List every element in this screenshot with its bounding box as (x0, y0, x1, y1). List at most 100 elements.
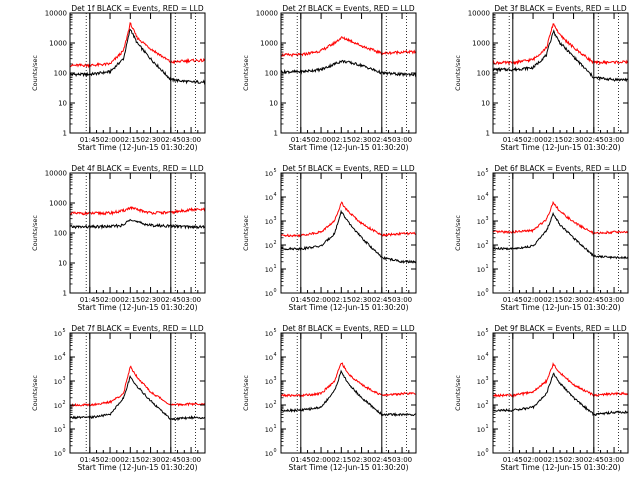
events-line-det-5 (281, 209, 416, 264)
x-tick-label: 02:15 (120, 456, 140, 464)
y-tick-label: 10 (481, 100, 490, 108)
y-tick-label: 10 (477, 194, 485, 202)
y-tick-label: 10 (477, 218, 485, 226)
lld-line-det-1 (70, 22, 205, 69)
y-axis-label: Counts/sec (242, 55, 250, 91)
x-tick-label: 02:45 (372, 456, 392, 464)
x-tick-label: 02:00 (100, 296, 120, 304)
y-tick-label: 1 (63, 290, 67, 298)
x-axis-label: Start Time (12-Jun-15 01:30:20) (501, 463, 621, 472)
events-line-det-1 (70, 28, 205, 85)
y-tick-label: 10 (477, 290, 485, 298)
y-tick-label: 10 (58, 100, 67, 108)
y-tick-label: 10 (477, 354, 485, 362)
panel-title: Det 2f BLACK = Events, RED = LLD (282, 4, 415, 13)
x-axis-label: Start Time (12-Jun-15 01:30:20) (501, 303, 621, 312)
x-tick-label: 03:00 (181, 296, 201, 304)
events-line-det-2 (281, 59, 416, 78)
x-tick-label: 03:00 (604, 296, 624, 304)
y-tick-label: 10000 (45, 10, 67, 18)
y-axis-label: Counts/sec (31, 55, 39, 91)
y-tick-label: 1000 (260, 40, 278, 48)
lld-line-det-4 (70, 206, 205, 216)
lld-line-det-3 (493, 23, 628, 66)
x-tick-label: 03:00 (604, 456, 624, 464)
x-tick-label: 02:15 (120, 136, 140, 144)
y-tick-exponent: 2 (63, 400, 66, 406)
y-axis-label: Counts/sec (242, 375, 250, 411)
y-tick-label: 10 (265, 218, 273, 226)
y-tick-exponent: 0 (486, 288, 489, 294)
y-tick-label: 10 (477, 266, 485, 274)
y-tick-label: 10 (265, 450, 273, 458)
y-tick-label: 1000 (49, 200, 67, 208)
y-tick-label: 10 (265, 426, 273, 434)
y-tick-label: 10 (265, 330, 273, 338)
x-tick-label: 02:30 (351, 296, 371, 304)
events-line-det-4 (70, 218, 205, 230)
x-tick-label: 02:45 (584, 136, 604, 144)
y-tick-label: 10 (477, 426, 485, 434)
panel-title: Det 1f BLACK = Events, RED = LLD (71, 4, 204, 13)
y-tick-exponent: 5 (486, 168, 489, 174)
x-tick-label: 02:45 (161, 456, 181, 464)
x-tick-label: 01:45 (291, 136, 311, 144)
x-tick-label: 02:45 (372, 136, 392, 144)
y-tick-exponent: 2 (486, 240, 489, 246)
x-axis-label: Start Time (12-Jun-15 01:30:20) (78, 143, 198, 152)
y-tick-exponent: 3 (486, 376, 489, 382)
lld-line-det-5 (281, 201, 416, 238)
events-line-det-7 (70, 374, 205, 422)
y-tick-exponent: 2 (274, 400, 277, 406)
x-tick-label: 01:45 (80, 456, 100, 464)
x-tick-label: 02:00 (311, 456, 331, 464)
x-tick-label: 01:45 (291, 456, 311, 464)
x-tick-label: 02:00 (523, 136, 543, 144)
y-tick-label: 10 (54, 354, 62, 362)
x-tick-label: 01:45 (503, 296, 523, 304)
x-tick-label: 02:45 (161, 136, 181, 144)
x-tick-label: 02:30 (563, 136, 583, 144)
y-tick-exponent: 5 (486, 328, 489, 334)
y-tick-exponent: 5 (274, 328, 277, 334)
x-tick-label: 03:00 (181, 136, 201, 144)
y-tick-label: 10 (477, 378, 485, 386)
lld-line-det-9 (493, 362, 628, 398)
y-tick-label: 1 (486, 130, 490, 138)
x-tick-label: 03:00 (392, 296, 412, 304)
y-tick-label: 100 (265, 70, 278, 78)
y-tick-label: 10 (58, 260, 67, 268)
x-axis-label: Start Time (12-Jun-15 01:30:20) (289, 143, 409, 152)
y-tick-exponent: 1 (63, 424, 66, 430)
lld-line-det-2 (281, 36, 416, 58)
y-tick-exponent: 0 (274, 288, 277, 294)
x-axis-label: Start Time (12-Jun-15 01:30:20) (501, 143, 621, 152)
y-tick-exponent: 4 (486, 192, 489, 198)
events-line-det-6 (493, 211, 628, 260)
x-tick-label: 02:45 (584, 456, 604, 464)
y-tick-label: 10 (269, 100, 278, 108)
y-tick-exponent: 0 (274, 448, 277, 454)
y-tick-exponent: 1 (274, 264, 277, 270)
x-tick-label: 01:45 (80, 296, 100, 304)
y-axis-label: Counts/sec (454, 375, 462, 411)
y-tick-exponent: 4 (63, 352, 66, 358)
x-tick-label: 02:15 (331, 296, 351, 304)
y-tick-label: 10000 (45, 170, 67, 178)
y-tick-exponent: 0 (486, 448, 489, 454)
y-tick-label: 100 (477, 70, 490, 78)
x-tick-label: 03:00 (181, 456, 201, 464)
x-tick-label: 02:30 (563, 296, 583, 304)
x-tick-label: 01:45 (291, 296, 311, 304)
x-tick-label: 02:30 (140, 136, 160, 144)
x-tick-label: 02:45 (161, 296, 181, 304)
y-tick-exponent: 5 (274, 168, 277, 174)
y-tick-exponent: 1 (486, 264, 489, 270)
y-tick-label: 1 (63, 130, 67, 138)
